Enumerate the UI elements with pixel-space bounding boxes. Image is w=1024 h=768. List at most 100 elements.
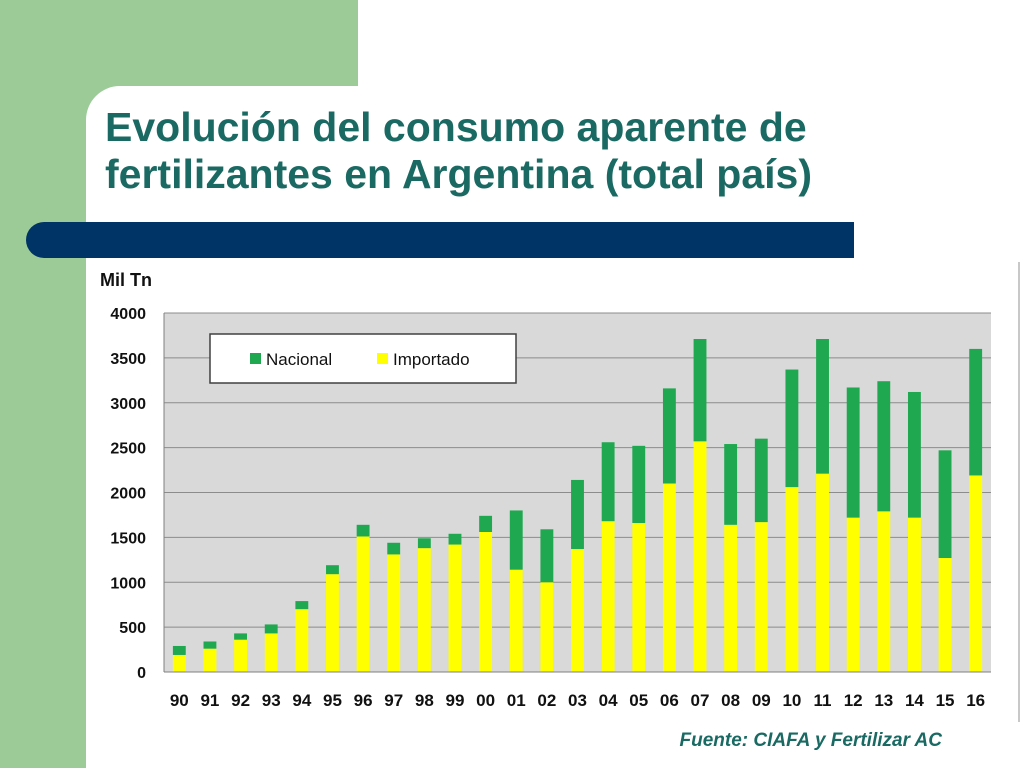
bar-importado-15 <box>938 558 952 672</box>
x-tick-label: 94 <box>292 691 311 710</box>
x-tick-label: 05 <box>629 691 648 710</box>
bar-nacional-12 <box>846 387 860 518</box>
bar-importado-98 <box>417 548 431 672</box>
x-tick-label: 97 <box>384 691 403 710</box>
bar-importado-05 <box>632 523 646 672</box>
slide-title: Evolución del consumo aparente de fertil… <box>105 104 812 197</box>
y-tick-label: 3000 <box>110 396 146 413</box>
x-tick-labels: 90 91 92 93 94 95 96 97 98 99 00 01 02 03 04 05 06 07 08 09… <box>170 691 985 710</box>
bar-nacional-14 <box>907 391 921 518</box>
bar-nacional-96 <box>356 524 370 537</box>
x-tick-label: 12 <box>844 691 863 710</box>
x-tick-label: 02 <box>537 691 556 710</box>
x-tick-label: 99 <box>446 691 465 710</box>
y-tick-label: 4000 <box>110 306 146 323</box>
bar-importado-95 <box>326 574 339 672</box>
bar-importado-94 <box>295 609 309 672</box>
bar-importado-99 <box>448 544 462 672</box>
x-tick-label: 10 <box>782 691 801 710</box>
bar-nacional-97 <box>387 542 401 555</box>
x-tick-label: 08 <box>721 691 740 710</box>
x-tick-label: 16 <box>966 691 985 710</box>
bar-nacional-93 <box>264 624 278 634</box>
x-tick-label: 11 <box>814 691 832 710</box>
legend-swatch-nacional <box>250 353 261 364</box>
x-tick-label: 00 <box>476 691 495 710</box>
bar-nacional-02 <box>540 529 554 583</box>
side-decoration <box>0 0 86 768</box>
legend: Nacional Importado <box>209 333 517 384</box>
bar-nacional-99 <box>448 533 462 545</box>
bar-importado-10 <box>785 487 799 672</box>
bar-importado-97 <box>387 554 401 672</box>
bar-nacional-01 <box>509 510 523 570</box>
x-tick-label: 90 <box>170 691 189 710</box>
bar-nacional-98 <box>417 538 431 549</box>
bar-importado-91 <box>203 648 217 672</box>
bar-nacional-94 <box>295 601 309 610</box>
legend-label-importado: Importado <box>393 350 470 369</box>
bar-nacional-91 <box>203 641 217 649</box>
bar-importado-00 <box>479 531 493 672</box>
x-tick-label: 91 <box>200 691 219 710</box>
x-tick-label: 15 <box>936 691 955 710</box>
bar-importado-14 <box>907 517 921 672</box>
x-tick-label: 07 <box>691 691 710 710</box>
bar-nacional-07 <box>693 339 707 442</box>
x-tick-label: 93 <box>262 691 281 710</box>
chart-frame-edge <box>1018 262 1020 722</box>
bar-importado-96 <box>356 536 370 672</box>
y-tick-label: 500 <box>119 620 146 637</box>
bar-nacional-15 <box>938 450 952 559</box>
bars <box>172 339 983 672</box>
bar-nacional-03 <box>571 479 584 550</box>
y-tick-label: 0 <box>137 665 146 682</box>
y-tick-labels: 0 500 1000 1500 2000 2500 3000 3500 4000 <box>110 306 146 682</box>
x-tick-label: 01 <box>507 691 526 710</box>
bar-nacional-08 <box>724 444 738 525</box>
source-note: Fuente: CIAFA y Fertilizar AC <box>679 730 942 751</box>
bar-importado-04 <box>601 521 615 672</box>
x-tick-label: 09 <box>752 691 771 710</box>
y-tick-label: 1000 <box>110 575 146 592</box>
y-tick-label: 1500 <box>110 530 146 547</box>
bar-importado-16 <box>969 475 983 672</box>
y-axis-label: Mil Tn <box>100 270 152 290</box>
bar-nacional-13 <box>877 381 891 512</box>
legend-swatch-importado <box>377 353 388 364</box>
x-tick-label: 13 <box>874 691 893 710</box>
legend-label-nacional: Nacional <box>266 350 332 369</box>
x-tick-label: 92 <box>231 691 250 710</box>
y-tick-label: 2500 <box>110 441 146 458</box>
bar-nacional-90 <box>172 645 186 655</box>
x-tick-label: 98 <box>415 691 434 710</box>
bar-nacional-92 <box>234 633 248 640</box>
bar-importado-90 <box>172 654 186 672</box>
bar-nacional-04 <box>601 442 615 522</box>
bar-importado-09 <box>754 522 768 672</box>
x-tick-label: 03 <box>568 691 587 710</box>
bar-importado-13 <box>877 511 891 672</box>
bar-importado-06 <box>662 483 676 672</box>
bar-importado-03 <box>571 549 584 672</box>
bar-importado-02 <box>540 582 554 672</box>
x-tick-label: 06 <box>660 691 679 710</box>
bar-nacional-16 <box>969 348 983 476</box>
bar-importado-12 <box>846 517 860 672</box>
bar-importado-08 <box>724 524 738 672</box>
x-tick-label: 14 <box>905 691 924 710</box>
bar-nacional-06 <box>662 388 676 484</box>
y-tick-label: 3500 <box>110 351 146 368</box>
bar-importado-07 <box>693 441 707 672</box>
bar-nacional-11 <box>816 339 829 474</box>
bar-nacional-95 <box>326 565 339 575</box>
title-underline-bar <box>26 222 854 258</box>
x-tick-label: 95 <box>323 691 342 710</box>
bar-nacional-05 <box>632 445 646 524</box>
x-tick-label: 96 <box>354 691 373 710</box>
bar-importado-01 <box>509 569 523 672</box>
bar-importado-92 <box>234 639 248 672</box>
bar-importado-93 <box>264 633 278 672</box>
bar-importado-11 <box>816 473 829 672</box>
